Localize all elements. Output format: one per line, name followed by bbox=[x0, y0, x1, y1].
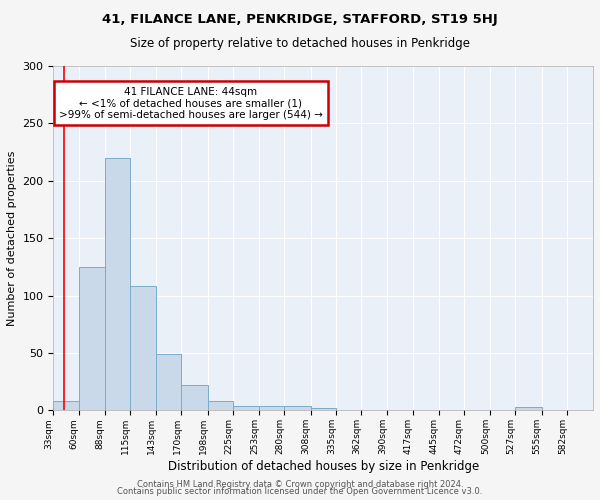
Bar bbox=[311, 408, 336, 410]
Bar bbox=[259, 406, 284, 410]
Text: Contains HM Land Registry data © Crown copyright and database right 2024.: Contains HM Land Registry data © Crown c… bbox=[137, 480, 463, 489]
Bar bbox=[53, 402, 79, 410]
Bar bbox=[130, 286, 156, 410]
Text: Size of property relative to detached houses in Penkridge: Size of property relative to detached ho… bbox=[130, 38, 470, 51]
Bar bbox=[181, 385, 208, 410]
Text: 41, FILANCE LANE, PENKRIDGE, STAFFORD, ST19 5HJ: 41, FILANCE LANE, PENKRIDGE, STAFFORD, S… bbox=[102, 12, 498, 26]
Bar bbox=[284, 406, 311, 410]
Bar bbox=[208, 402, 233, 410]
Bar bbox=[105, 158, 130, 410]
Bar bbox=[79, 267, 105, 410]
Text: Contains public sector information licensed under the Open Government Licence v3: Contains public sector information licen… bbox=[118, 487, 482, 496]
Text: 41 FILANCE LANE: 44sqm
← <1% of detached houses are smaller (1)
>99% of semi-det: 41 FILANCE LANE: 44sqm ← <1% of detached… bbox=[59, 86, 323, 120]
Bar bbox=[233, 406, 259, 410]
Bar bbox=[156, 354, 181, 410]
X-axis label: Distribution of detached houses by size in Penkridge: Distribution of detached houses by size … bbox=[167, 460, 479, 473]
Bar bbox=[515, 407, 542, 410]
Y-axis label: Number of detached properties: Number of detached properties bbox=[7, 150, 17, 326]
